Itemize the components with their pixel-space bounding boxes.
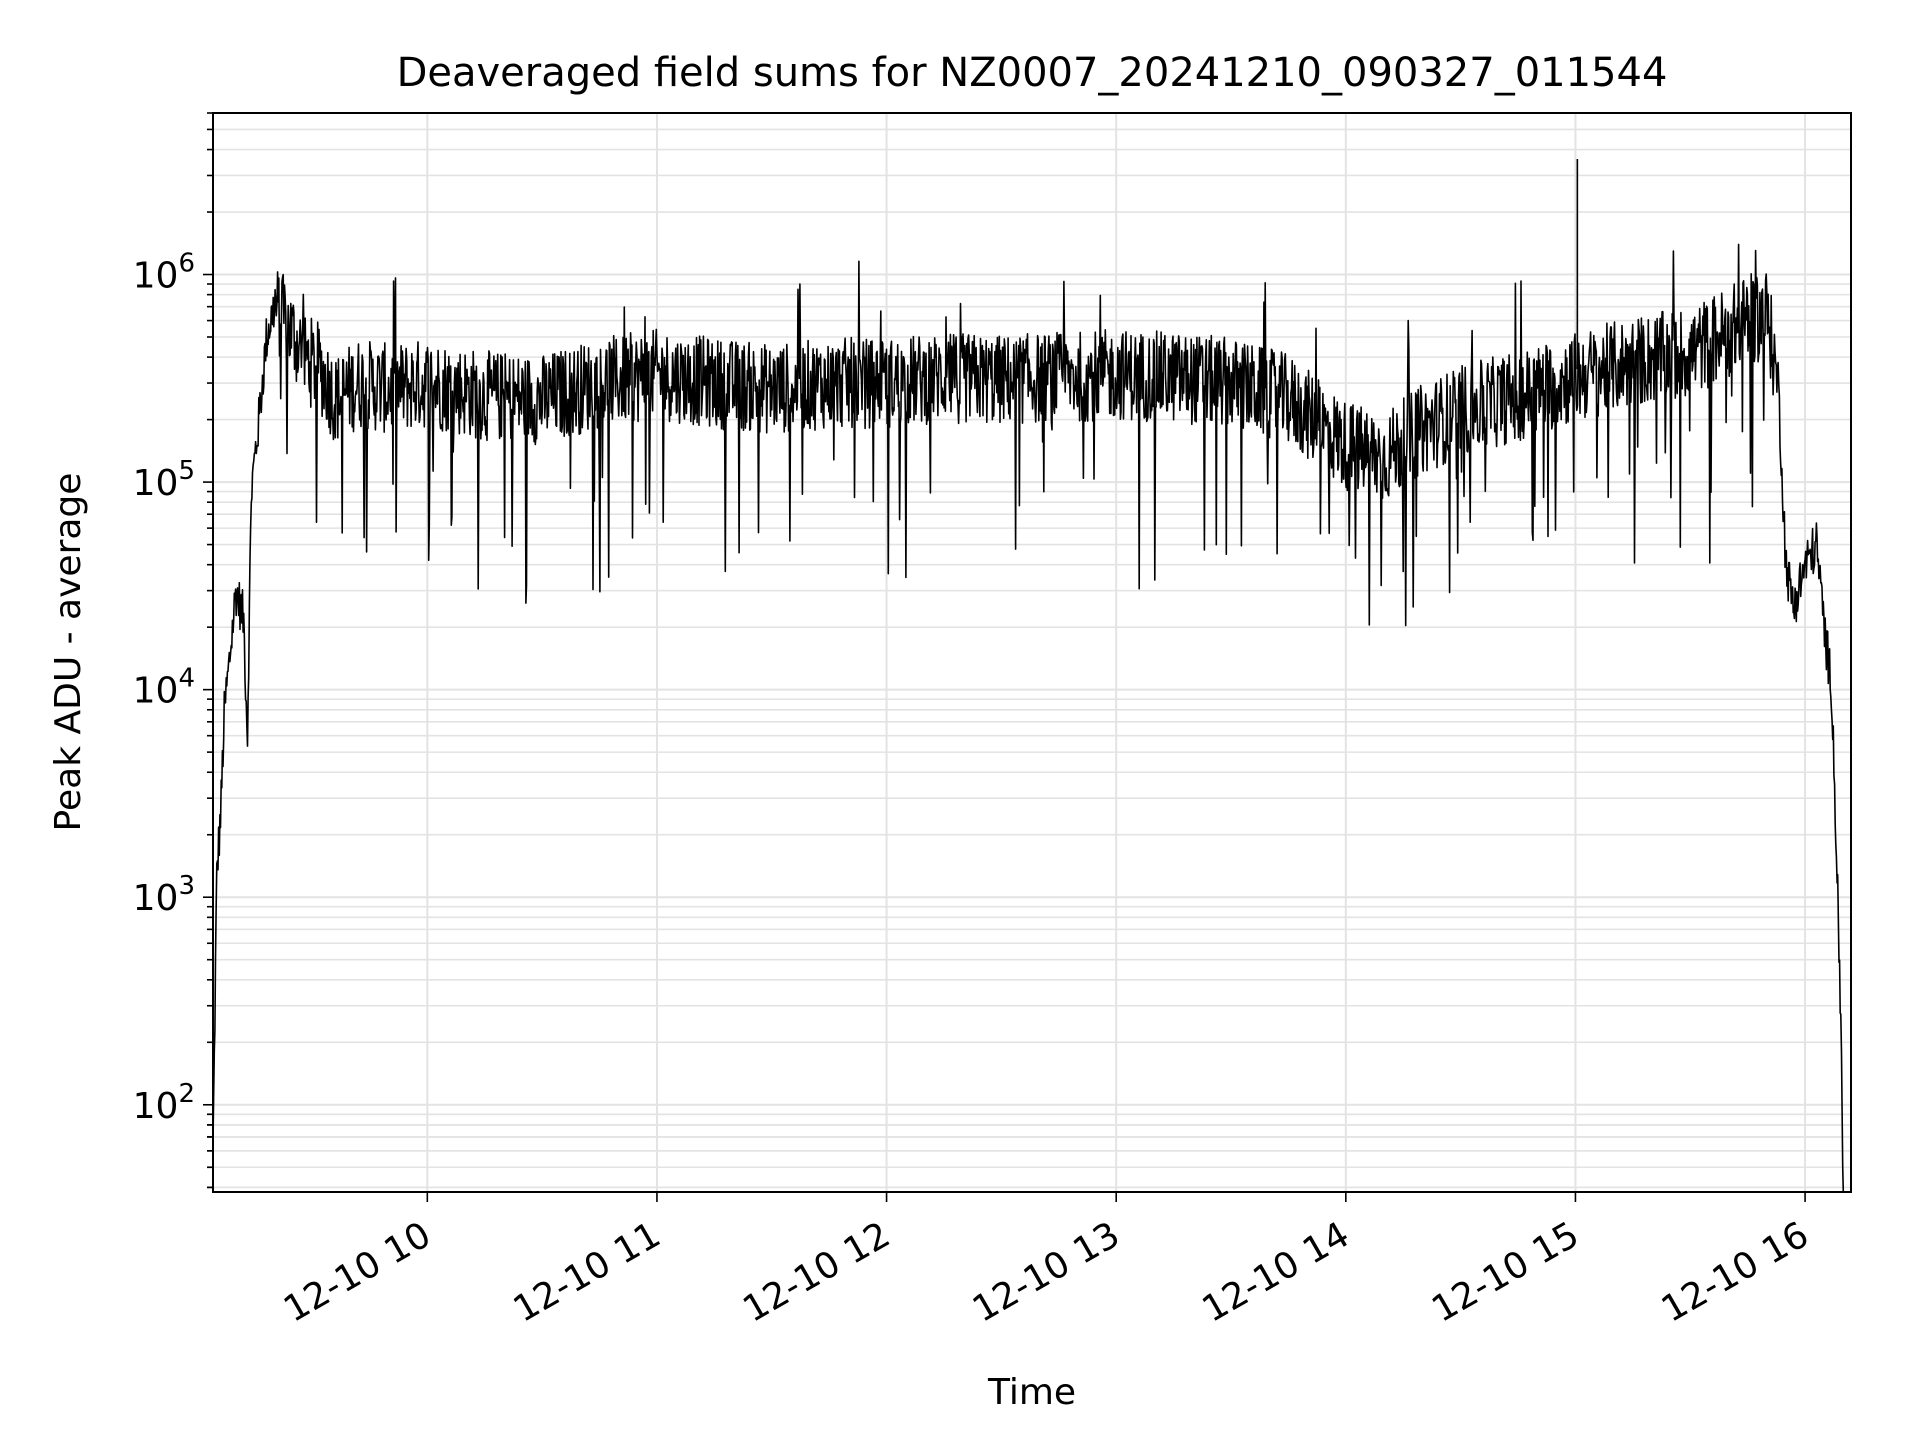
y-axis-label: Peak ADU - average (48, 473, 89, 832)
plot-frame (212, 112, 1852, 1193)
y-tick-base: 10 (133, 463, 179, 504)
y-tick-base: 10 (133, 878, 179, 919)
y-tick-base: 10 (133, 671, 179, 712)
y-tick-exponent: 6 (178, 249, 195, 279)
y-tick-exponent: 5 (178, 456, 195, 486)
y-tick-exponent: 3 (178, 871, 195, 901)
y-tick-label: 105 (133, 456, 195, 504)
y-tick-base: 10 (133, 256, 179, 297)
chart-title: Deaveraged field sums for NZ0007_2024121… (397, 50, 1668, 96)
y-tick-base: 10 (133, 1086, 179, 1127)
y-tick-label: 102 (133, 1079, 195, 1127)
x-axis-label: Time (987, 1372, 1076, 1413)
y-tick-label: 104 (133, 664, 195, 712)
y-tick-label: 103 (133, 871, 195, 919)
series-line (213, 243, 1845, 1192)
y-tick-label: 106 (133, 249, 195, 297)
y-tick-exponent: 2 (178, 1079, 195, 1109)
y-tick-exponent: 4 (178, 664, 195, 694)
